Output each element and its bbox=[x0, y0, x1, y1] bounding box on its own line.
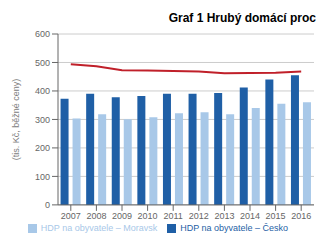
html-text:HDP na obyvatele – Česko: HDP na obyvatele – Česko bbox=[180, 222, 289, 233]
html-text:Graf 1 Hrubý domácí proc: Graf 1 Hrubý domácí proc bbox=[168, 11, 316, 25]
svg-text:400: 400 bbox=[35, 86, 50, 96]
svg-text:500: 500 bbox=[35, 58, 50, 68]
svg-text:2009: 2009 bbox=[112, 211, 132, 221]
svg-text:2015: 2015 bbox=[266, 211, 286, 221]
svg-text:200: 200 bbox=[35, 143, 50, 153]
html-text:HDP na obyvatele – Moravsk: HDP na obyvatele – Moravsk bbox=[40, 222, 158, 233]
svg-text:2011: 2011 bbox=[164, 211, 183, 221]
svg-text:2007: 2007 bbox=[61, 211, 81, 221]
svg-text:2016: 2016 bbox=[291, 211, 311, 221]
svg-text:2012: 2012 bbox=[189, 211, 209, 221]
svg-text:600: 600 bbox=[35, 29, 50, 39]
svg-text:2013: 2013 bbox=[214, 211, 234, 221]
svg-text:100: 100 bbox=[35, 172, 50, 182]
svg-text:2010: 2010 bbox=[138, 211, 158, 221]
svg-text:300: 300 bbox=[35, 115, 50, 125]
svg-text:(tis. Kč, běžné ceny): (tis. Kč, běžné ceny) bbox=[11, 79, 21, 161]
svg-text:0: 0 bbox=[45, 200, 50, 210]
svg-text:2014: 2014 bbox=[240, 211, 260, 221]
svg-text:2008: 2008 bbox=[86, 211, 106, 221]
